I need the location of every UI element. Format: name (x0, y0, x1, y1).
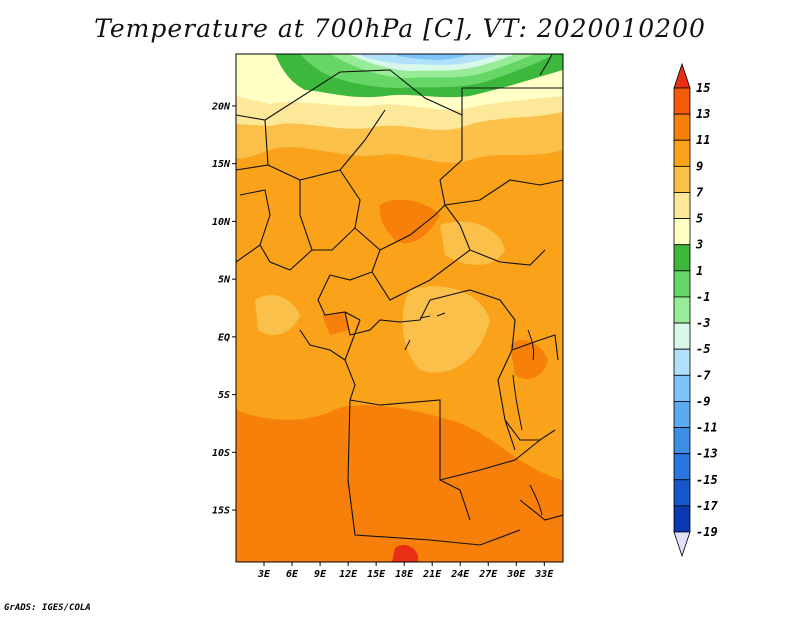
field-blue-mid (395, 54, 470, 60)
colorbar-bin (673, 322, 691, 350)
lon-tick-label: 18E (395, 569, 414, 580)
lat-tick-label: 15S (212, 506, 230, 517)
colorbar-bin (673, 87, 691, 115)
country-borders (236, 54, 563, 546)
lon-tick-label: 6E (286, 569, 299, 580)
lon-tick-label: 30E (506, 569, 526, 580)
field-warm-central (379, 199, 440, 244)
colorbar-bin (673, 218, 691, 246)
colorbar-label: 7 (696, 185, 704, 199)
chart-title: Temperature at 700hPa [C], VT: 202001020… (94, 14, 706, 43)
field-warm-spot-equator (322, 312, 350, 335)
colorbar-bin (673, 113, 691, 141)
lat-tick-label: EQ (218, 332, 230, 343)
colorbar-bin (673, 192, 691, 219)
lat-tick-label: 10S (212, 448, 230, 459)
lon-tick-label: 3E (257, 569, 271, 580)
colorbar-label: 9 (696, 159, 703, 173)
lat-tick-label: 20N (211, 101, 231, 112)
latitude-axis: 20N 15N 10N 5N EQ 5S 10S 15S (211, 101, 236, 517)
colorbar-bin (673, 374, 691, 402)
lon-tick-label: 24E (450, 569, 470, 580)
colorbar-top-arrow (673, 62, 691, 89)
colorbar-label: -5 (696, 342, 710, 356)
colorbar-label: -3 (696, 316, 710, 330)
colorbar-bottom-arrow (673, 531, 691, 558)
colorbar-label: 5 (696, 212, 703, 226)
lat-tick-label: 10N (212, 217, 231, 228)
colorbar-bin (673, 453, 691, 481)
lon-tick-label: 21E (422, 569, 442, 580)
temperature-field (236, 54, 563, 562)
colorbar-label: 13 (696, 107, 710, 121)
colorbar-label: 1 (696, 264, 703, 278)
colorbar-bin (673, 505, 691, 533)
colorbar-bin (673, 479, 691, 507)
colorbar-bin (673, 427, 691, 455)
lon-tick-label: 9E (314, 569, 327, 580)
colorbar: 15 13 11 9 7 5 3 1 -1 -3 -5 -7 -9 -11 -13 -15 -17 -19 (673, 62, 718, 558)
lon-tick-label: 15E (367, 569, 386, 580)
colorbar-label: -15 (696, 473, 718, 487)
lon-tick-label: 12E (339, 569, 358, 580)
colorbar-label: -7 (696, 368, 711, 382)
colorbar-label: -11 (696, 421, 718, 435)
colorbar-bin (673, 165, 691, 193)
field-warm-south (236, 405, 563, 562)
colorbar-label: 3 (695, 238, 703, 252)
colorbar-label: -13 (696, 447, 718, 461)
colorbar-label: 15 (696, 81, 710, 95)
colorbar-label: -1 (696, 290, 710, 304)
colorbar-label: 11 (696, 133, 710, 147)
field-cool-patch-west (255, 295, 300, 335)
field-cool-patch-center (402, 286, 490, 373)
colorbar-bin (673, 244, 691, 272)
colorbar-label: -17 (696, 499, 718, 513)
field-cool-patch-north (440, 221, 505, 265)
colorbar-label: -19 (696, 525, 718, 539)
credit-text: GrADS: IGES/COLA (4, 603, 91, 613)
lon-tick-label: 33E (534, 569, 554, 580)
lat-tick-label: 15N (212, 159, 231, 170)
field-hot-south (392, 544, 418, 562)
colorbar-bin (673, 139, 691, 167)
lat-tick-label: 5N (218, 275, 231, 286)
colorbar-bin (673, 401, 691, 428)
colorbar-bin (673, 296, 691, 324)
longitude-axis: 3E 6E 9E 12E 15E 18E 21E 24E 27E 30E 33E (257, 562, 554, 580)
lake-outlines (404, 312, 543, 516)
lat-tick-label: 5S (218, 390, 230, 401)
lon-tick-label: 27E (478, 569, 498, 580)
colorbar-bin (673, 270, 691, 298)
map-frame (235, 53, 564, 563)
colorbar-label: -9 (696, 394, 710, 408)
colorbar-bin (673, 348, 691, 376)
field-warm-spot-east (510, 340, 548, 380)
